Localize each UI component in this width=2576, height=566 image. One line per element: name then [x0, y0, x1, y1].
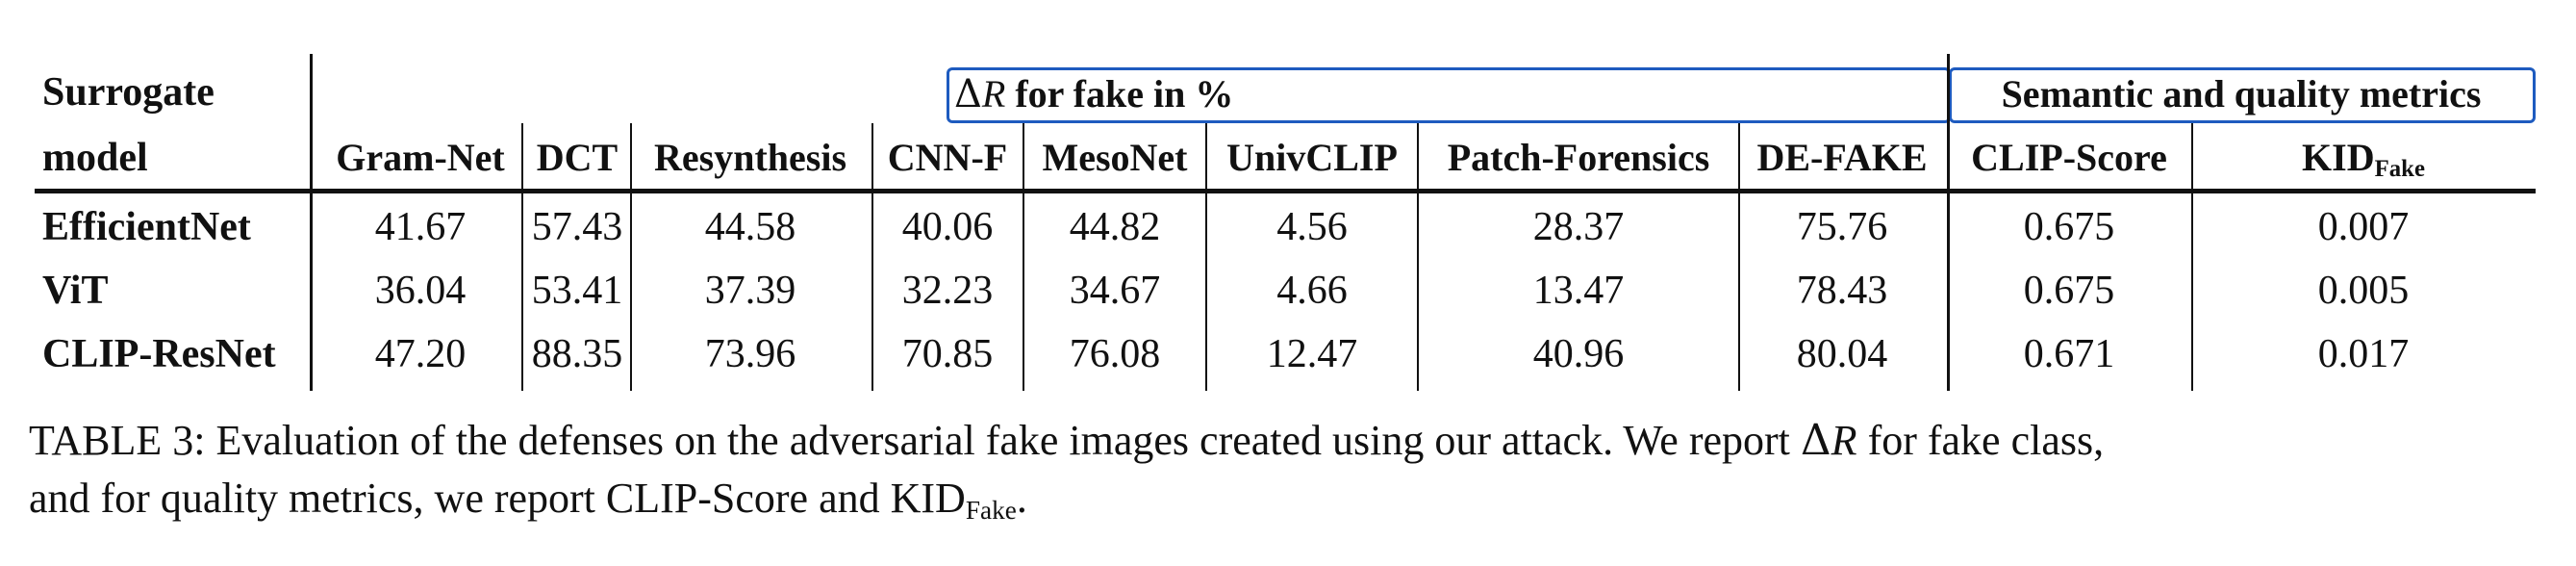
vline-4 [1023, 123, 1024, 391]
table-cell: 0.671 [2023, 332, 2115, 376]
caption-line-1: TABLE 3: Evaluation of the defenses on t… [29, 414, 2104, 468]
delta-text: for fake in % [1005, 72, 1234, 116]
table-cell: 78.43 [1796, 269, 1888, 313]
caption-line-2: and for quality metrics, we report CLIP-… [29, 472, 1027, 537]
table-cell: 0.675 [2023, 269, 2115, 313]
col-header-patch-forensics: Patch-Forensics [1447, 136, 1710, 179]
table-cell: 0.007 [2317, 205, 2410, 249]
vline-6 [1417, 123, 1419, 391]
table-cell: 0.005 [2317, 269, 2410, 313]
col-header-kid-fake: KIDFake [2195, 135, 2532, 183]
table-cell: 47.20 [374, 332, 467, 376]
table-cell: 88.35 [531, 332, 623, 376]
row-label-clip-resnet: CLIP-ResNet [42, 332, 276, 376]
col-header-cnn-f: CNN-F [887, 136, 1008, 179]
table-cell: 0.675 [2023, 205, 2115, 249]
header-rule [35, 189, 2536, 193]
delta-var: R [981, 72, 1006, 116]
caption-kid-sub: Fake [965, 495, 1017, 525]
table-cell: 80.04 [1796, 332, 1888, 376]
table-cell: 76.08 [1069, 332, 1161, 376]
table-cell: 73.96 [704, 332, 796, 376]
vline-group-split [1947, 54, 1950, 391]
table-cell: 53.41 [531, 269, 623, 313]
table-cell: 13.47 [1532, 269, 1625, 313]
vline-after-model [310, 54, 313, 391]
semantic-group-header: Semantic and quality metrics [2001, 72, 2482, 116]
table-cell: 4.66 [1276, 269, 1348, 313]
surrogate-header-line2: model [42, 136, 148, 180]
table-cell: 12.47 [1266, 332, 1358, 376]
table-cell: 36.04 [374, 269, 467, 313]
vline-3 [871, 123, 873, 391]
table-cell: 40.96 [1532, 332, 1625, 376]
table-cell: 28.37 [1532, 205, 1625, 249]
table-cell: 41.67 [374, 205, 467, 249]
col-header-clip-score: CLIP-Score [1971, 136, 2167, 179]
col-header-dct: DCT [536, 136, 619, 179]
delta-r-group-header: ΔR for fake in % [954, 71, 1233, 116]
semantic-group-box [1949, 67, 2536, 123]
vline-9 [2191, 123, 2193, 391]
table-cell: 44.58 [704, 205, 796, 249]
caption-delta-var: R [1831, 417, 1857, 464]
col-header-gram-net: Gram-Net [336, 136, 505, 179]
table-cell: 57.43 [531, 205, 623, 249]
row-label-efficientnet: EfficientNet [42, 205, 251, 249]
table-cell: 4.56 [1276, 205, 1348, 249]
table-cell: 70.85 [901, 332, 994, 376]
row-label-vit: ViT [42, 269, 109, 313]
caption-text-1b: for fake class, [1856, 417, 2105, 464]
caption-text-2b: . [1016, 475, 1027, 522]
col-header-resynthesis: Resynthesis [653, 136, 847, 179]
caption-delta-symbol: Δ [1800, 416, 1831, 465]
col-header-univclip: UnivCLIP [1226, 136, 1398, 179]
table-cell: 44.82 [1069, 205, 1161, 249]
vline-2 [630, 123, 632, 391]
surrogate-header-line1: Surrogate [42, 70, 215, 115]
table-cell: 0.017 [2317, 332, 2410, 376]
vline-7 [1738, 123, 1740, 391]
table-cell: 37.39 [704, 269, 796, 313]
col-header-de-fake: DE-FAKE [1756, 136, 1928, 179]
caption-text-1a: TABLE 3: Evaluation of the defenses on t… [29, 417, 1801, 464]
table-cell: 32.23 [901, 269, 994, 313]
kid-sub: Fake [2374, 156, 2425, 183]
table-cell: 40.06 [901, 205, 994, 249]
kid-base: KID [2302, 136, 2375, 179]
vline-5 [1205, 123, 1207, 391]
table-cell: 34.67 [1069, 269, 1161, 313]
col-header-mesonet: MesoNet [1042, 136, 1188, 179]
table-cell: 75.76 [1796, 205, 1888, 249]
vline-1 [521, 123, 523, 391]
delta-symbol: Δ [954, 72, 982, 116]
caption-text-2a: and for quality metrics, we report CLIP-… [29, 475, 966, 522]
